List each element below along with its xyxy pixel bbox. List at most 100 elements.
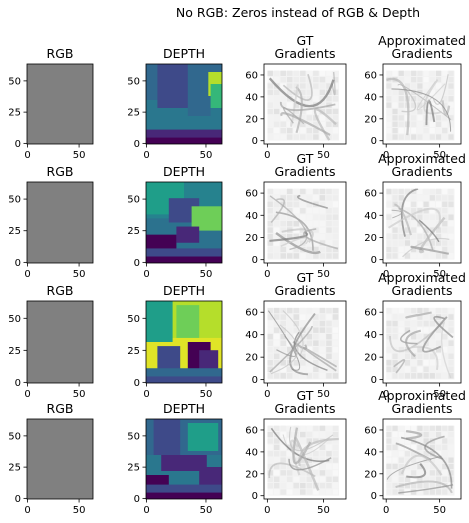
- gradient-image: [267, 425, 340, 496]
- y-tick-label: 25: [127, 346, 140, 357]
- y-tick-label: 50: [8, 76, 21, 87]
- y-tick-label: 25: [127, 226, 140, 237]
- y-tick-label: 25: [8, 226, 21, 237]
- axes-frame: [145, 181, 223, 264]
- panel-title: DEPTH: [163, 46, 205, 61]
- y-tick-label: 50: [127, 431, 140, 442]
- y-tick-label: 50: [8, 314, 21, 325]
- y-tick-label: 0: [252, 255, 258, 266]
- panel-title: Gradients: [392, 401, 453, 416]
- panel-title: DEPTH: [163, 164, 205, 179]
- depth-image: [146, 64, 222, 144]
- x-tick-label: 0: [264, 150, 270, 161]
- x-tick-label: 50: [433, 505, 446, 516]
- figure-suptitle: No RGB: Zeros instead of RGB & Depth: [176, 5, 420, 20]
- x-tick-label: 50: [73, 389, 86, 400]
- y-tick-label: 20: [364, 469, 377, 480]
- y-tick-label: 40: [245, 92, 258, 103]
- y-tick-label: 20: [364, 353, 377, 364]
- gradient-image: [386, 307, 455, 380]
- x-tick-label: 0: [24, 505, 30, 516]
- x-tick-label: 0: [264, 269, 270, 280]
- x-tick-label: 50: [200, 389, 213, 400]
- y-tick-label: 25: [8, 346, 21, 357]
- y-tick-label: 0: [134, 378, 140, 389]
- x-tick-label: 50: [317, 389, 330, 400]
- x-tick-label: 0: [383, 269, 389, 280]
- y-tick-label: 0: [252, 491, 258, 502]
- x-tick-label: 50: [200, 505, 213, 516]
- y-tick-label: 0: [134, 139, 140, 150]
- gradient-image: [386, 425, 455, 496]
- y-tick-label: 60: [245, 425, 258, 436]
- gradient-image: [267, 188, 340, 260]
- x-tick-label: 50: [433, 269, 446, 280]
- gradient-image: [386, 70, 455, 141]
- y-tick-label: 20: [245, 233, 258, 244]
- x-tick-label: 0: [24, 389, 30, 400]
- panel-title: Approximated: [378, 33, 466, 48]
- y-tick-label: 60: [364, 189, 377, 200]
- panel-title: RGB: [47, 283, 74, 298]
- y-tick-label: 60: [364, 425, 377, 436]
- y-tick-label: 60: [245, 189, 258, 200]
- axes-frame: [263, 300, 347, 384]
- x-tick-label: 50: [73, 269, 86, 280]
- x-tick-label: 0: [143, 269, 149, 280]
- panel-title: Gradients: [275, 46, 336, 61]
- x-tick-label: 0: [143, 150, 149, 161]
- y-tick-label: 0: [371, 491, 377, 502]
- panel-title: GT: [297, 151, 314, 166]
- y-tick-label: 20: [245, 353, 258, 364]
- y-tick-label: 50: [127, 314, 140, 325]
- y-tick-label: 60: [364, 308, 377, 319]
- y-tick-label: 40: [364, 330, 377, 341]
- y-tick-label: 40: [245, 330, 258, 341]
- x-tick-label: 0: [143, 505, 149, 516]
- y-tick-label: 40: [364, 447, 377, 458]
- x-tick-label: 50: [73, 150, 86, 161]
- y-tick-label: 60: [245, 308, 258, 319]
- axes-frame: [145, 418, 223, 500]
- rgb-image: [27, 64, 93, 144]
- y-tick-label: 50: [8, 431, 21, 442]
- panel-title: Gradients: [275, 283, 336, 298]
- axes-frame: [263, 418, 347, 500]
- x-tick-label: 0: [383, 150, 389, 161]
- panel-title: DEPTH: [163, 401, 205, 416]
- rgb-image: [27, 301, 93, 383]
- panel-title: Approximated: [378, 388, 466, 403]
- panel-title: GT: [297, 388, 314, 403]
- axes-frame: [382, 63, 462, 145]
- x-tick-label: 0: [264, 505, 270, 516]
- x-tick-label: 50: [433, 389, 446, 400]
- panel-title: RGB: [47, 401, 74, 416]
- axes-frame: [145, 63, 223, 145]
- panel-title: GT: [297, 270, 314, 285]
- panel-title: Gradients: [275, 164, 336, 179]
- x-tick-label: 0: [143, 389, 149, 400]
- x-tick-label: 0: [383, 389, 389, 400]
- y-tick-label: 0: [15, 258, 21, 269]
- x-tick-label: 50: [317, 505, 330, 516]
- y-tick-label: 20: [245, 469, 258, 480]
- y-tick-label: 0: [134, 258, 140, 269]
- y-tick-label: 0: [15, 494, 21, 505]
- y-tick-label: 0: [252, 375, 258, 386]
- y-tick-label: 25: [8, 108, 21, 119]
- y-tick-label: 40: [364, 211, 377, 222]
- axes-frame: [145, 300, 223, 384]
- x-tick-label: 50: [200, 150, 213, 161]
- panel-title: Gradients: [392, 46, 453, 61]
- y-tick-label: 25: [127, 108, 140, 119]
- x-tick-label: 50: [317, 269, 330, 280]
- x-tick-label: 0: [383, 505, 389, 516]
- y-tick-label: 0: [371, 255, 377, 266]
- panel-title: DEPTH: [163, 283, 205, 298]
- gradient-image: [267, 70, 340, 141]
- y-tick-label: 60: [245, 70, 258, 81]
- panel-title: RGB: [47, 164, 74, 179]
- depth-image: [146, 301, 222, 383]
- y-tick-label: 25: [127, 463, 140, 474]
- panel-title: Gradients: [392, 283, 453, 298]
